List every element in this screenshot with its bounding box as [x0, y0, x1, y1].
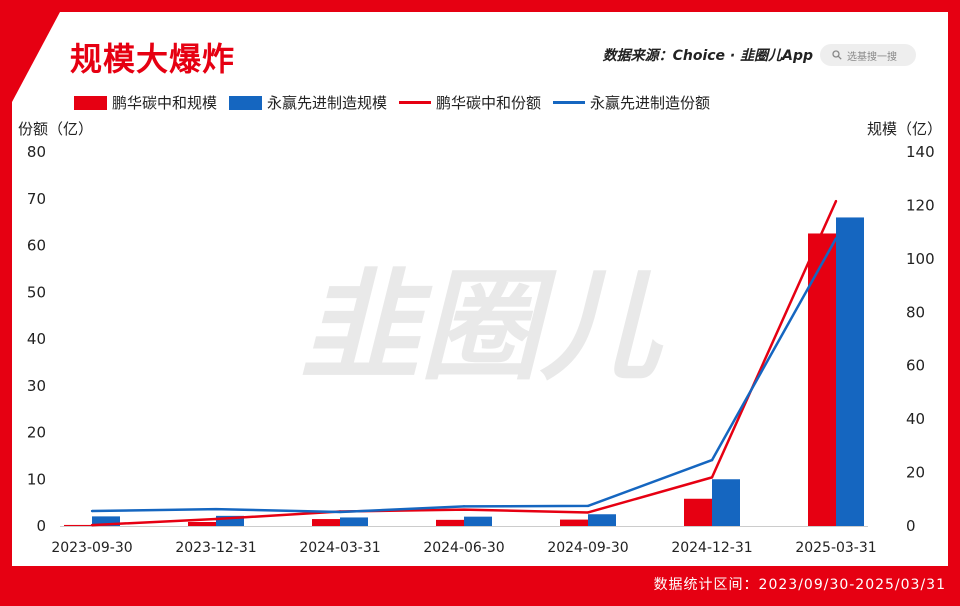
x-tick-label: 2024-03-31	[299, 540, 380, 556]
left-axis-title: 份额（亿）	[18, 120, 93, 138]
fund-search-box[interactable]: 选基搜一搜	[820, 44, 916, 66]
left-tick-label: 50	[27, 283, 46, 301]
right-tick-label: 20	[906, 464, 925, 482]
line-point-1	[462, 508, 466, 511]
left-tick-label: 40	[27, 330, 46, 348]
right-tick-label: 40	[906, 410, 925, 428]
right-tick-label: 0	[906, 517, 916, 535]
bar-1	[436, 519, 464, 526]
legend-swatch	[74, 95, 107, 110]
right-tick-label: 120	[906, 196, 935, 214]
chart-title: 规模大爆炸	[70, 40, 236, 78]
bar-2	[712, 479, 740, 526]
bar-1	[684, 498, 712, 526]
right-tick-label: 100	[906, 250, 935, 268]
x-tick-label: 2024-06-30	[423, 540, 504, 556]
left-tick-label: 30	[27, 377, 46, 395]
legend-swatch	[553, 101, 586, 104]
search-placeholder: 选基搜一搜	[847, 51, 897, 63]
legend-label: 永赢先进制造份额	[590, 94, 711, 112]
bar-1	[808, 233, 836, 526]
chart-card: 规模大爆炸 数据来源：Choice · 韭圈儿App 选基搜一搜 鹏华碳中和规模…	[12, 12, 948, 566]
left-tick-label: 20	[27, 424, 46, 442]
right-tick-label: 80	[906, 303, 925, 321]
left-tick-label: 80	[27, 143, 46, 161]
line-point-1	[710, 476, 714, 479]
bar-2	[464, 516, 492, 526]
data-source: 数据来源：Choice · 韭圈儿App	[602, 48, 813, 64]
bar-1	[560, 519, 588, 526]
bar-2	[216, 515, 244, 526]
line-point-2	[710, 458, 714, 462]
line-point-2	[90, 509, 94, 513]
right-tick-label: 60	[906, 357, 925, 375]
bar-1	[64, 524, 92, 526]
x-tick-label: 2023-12-31	[175, 540, 256, 556]
bar-2	[92, 516, 120, 526]
right-tick-label: 140	[906, 143, 935, 161]
chart-legend: 鹏华碳中和规模 永赢先进制造规模 鹏华碳中和份额 永赢先进制造份额	[74, 92, 714, 113]
bar-2	[588, 514, 616, 526]
right-axis-title: 规模（亿）	[867, 120, 942, 138]
x-tick-label: 2023-09-30	[51, 540, 132, 556]
line-point-2	[214, 507, 218, 511]
line-point-1	[834, 199, 838, 203]
x-tick-label: 2025-03-31	[795, 540, 876, 556]
legend-label: 鹏华碳中和规模	[112, 94, 218, 112]
bar-1	[188, 521, 216, 526]
left-tick-label: 70	[27, 190, 46, 208]
bar-2	[836, 217, 864, 526]
corner-accent	[12, 12, 60, 102]
line-point-1	[586, 511, 590, 514]
legend-item: 鹏华碳中和份额	[399, 92, 541, 113]
line-point-1	[214, 517, 218, 521]
search-icon	[832, 50, 842, 60]
legend-item: 鹏华碳中和规模	[74, 92, 217, 113]
legend-label: 永赢先进制造规模	[267, 94, 388, 112]
line-point-2	[462, 505, 466, 508]
bar-2	[340, 517, 368, 526]
date-range-footer: 数据统计区间：2023/09/30-2025/03/31	[653, 577, 946, 593]
legend-item: 永赢先进制造规模	[229, 92, 387, 113]
x-tick-label: 2024-09-30	[547, 540, 628, 556]
bar-1	[312, 519, 340, 526]
line-point-2	[834, 237, 838, 240]
legend-item: 永赢先进制造份额	[553, 92, 710, 113]
left-tick-label: 60	[27, 237, 46, 255]
line-point-2	[586, 504, 590, 508]
legend-label: 鹏华碳中和份额	[436, 94, 542, 112]
legend-swatch	[399, 101, 432, 104]
x-tick-label: 2024-12-31	[671, 540, 752, 556]
legend-swatch	[229, 95, 263, 110]
left-tick-label: 10	[27, 470, 46, 488]
line-point-1	[90, 523, 94, 527]
line-point-2	[338, 510, 342, 514]
left-tick-label: 0	[36, 517, 46, 535]
watermark: 韭圈儿	[300, 258, 664, 397]
